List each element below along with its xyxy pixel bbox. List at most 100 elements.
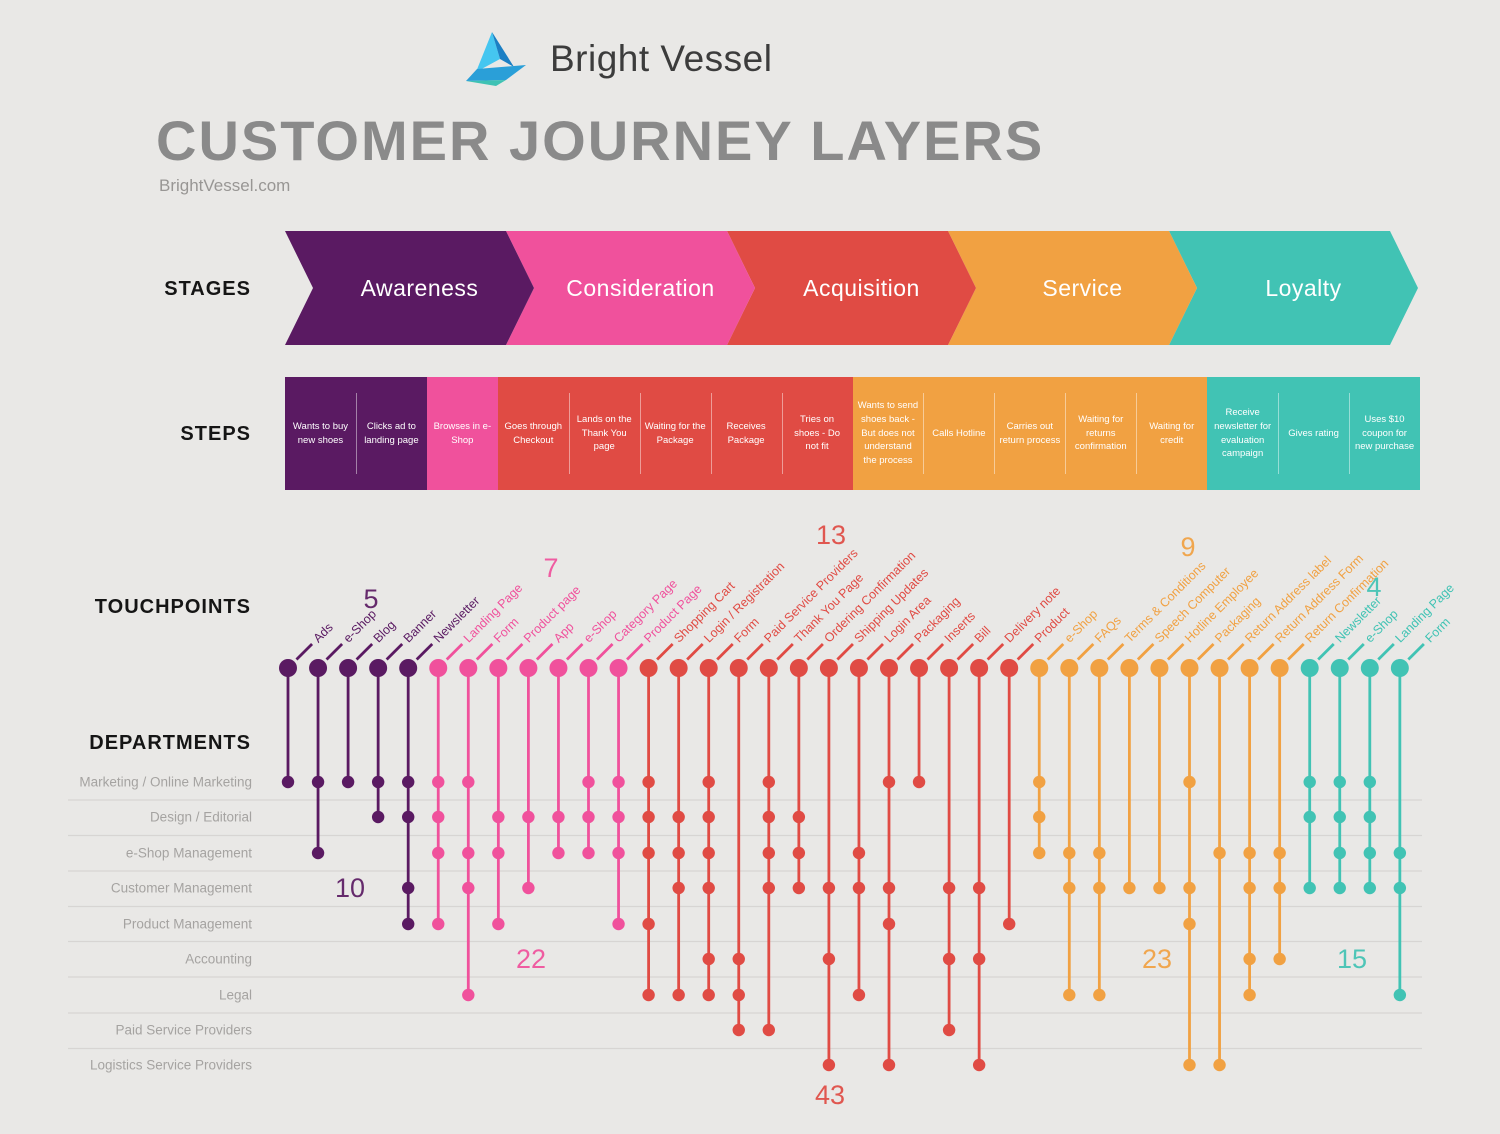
department-dot [432,917,445,931]
department-dot [432,810,445,824]
touchpoint-label: Ads [311,620,336,645]
touchpoint-dot [1090,659,1109,677]
department-dot [1393,881,1407,895]
department-dot [912,775,926,789]
department-dot [942,1023,956,1037]
touchpoint-dot [1210,659,1229,677]
touchpoint-dot [759,659,778,677]
step-label: Goes through Checkout [504,420,563,446]
touchpoint-dot [940,659,959,677]
touchpoint-dot [1000,659,1019,677]
department-dot [1123,881,1136,895]
stage-chevron-awareness: Awareness [285,231,534,345]
step-label: Receive newsletter for evaluation campai… [1214,406,1272,460]
department-dot [1183,881,1196,895]
department-dot [612,917,625,931]
touchpoint-label-stick [866,642,884,661]
touchpoint-label-stick [746,642,764,661]
department-dot [1303,810,1316,824]
touchpoint-dot [369,659,388,677]
step-cell: Carries out return process [994,377,1066,490]
touchpoint-label-stick [1347,642,1365,661]
touchpoint-dot [519,659,538,677]
touchpoint-label-stick [926,642,945,661]
touchpoint-label-stick [1196,642,1215,661]
department-dot [1213,1058,1226,1072]
dot-count-number: 7 [543,553,558,583]
department-dot [1033,846,1046,860]
touchpoint-dot [339,659,358,677]
step-cell: Lands on the Thank You page [568,377,640,490]
boat-logo-icon [466,32,526,86]
department-dot [762,810,775,824]
department-dot [642,775,655,789]
step-label: Waiting for credit [1149,420,1195,446]
department-dot [702,810,715,824]
step-label: Calls Hotline [932,427,986,439]
department-dot [882,917,896,931]
steps-band: Wants to buy new shoes Clicks ad to landi… [285,377,1420,490]
touchpoint-dot [549,659,568,677]
department-dot [702,846,715,860]
touchpoint-dot [880,659,898,677]
touchpoint-dot [639,659,658,677]
touchpoint-label-stick [415,642,434,661]
step-cell: Uses $10 coupon for new purchase [1349,377,1420,490]
department-label: e-Shop Management [126,846,252,861]
department-dot [672,988,685,1002]
step-label: Wants to send shoes back - But does not … [857,400,919,467]
step-cell: Waiting for credit [1136,377,1208,490]
department-dot [1333,810,1346,824]
dot-count-number: 43 [815,1080,845,1110]
department-dot [1393,988,1407,1002]
touchpoint-label-stick [1287,642,1305,661]
department-dot [1183,775,1196,789]
dot-count-number: 5 [363,584,378,614]
department-dot [492,917,505,931]
stages-section-label: STAGES [164,278,251,300]
step-cell: Waiting for the Package [639,377,711,490]
step-cell: Calls Hotline [923,377,995,490]
department-dot [371,810,385,824]
touchpoint-label-stick [956,642,975,661]
stage-label: Loyalty [1265,274,1342,301]
department-dot [702,952,715,966]
stage-chevron-consideration: Consideration [506,231,755,345]
touchpoint-label-stick [505,642,524,661]
department-dot [582,846,595,860]
touchpoint-label-stick [1016,642,1035,661]
department-dot [1243,988,1256,1002]
department-dot [972,952,986,966]
department-dot [1063,988,1076,1002]
touchpoint-label-stick [535,642,554,661]
department-dot [1003,917,1016,931]
touchpoint-dot [970,659,989,677]
department-dot [1363,775,1377,789]
touchpoint-dot [789,659,808,677]
department-dot [942,881,956,895]
stage-chevron-acquisition: Acquisition [727,231,976,345]
touchpoint-dot [399,659,418,677]
department-dot [672,810,685,824]
step-cell: Browses in e-Shop [426,377,498,490]
department-dot [1183,1058,1196,1072]
stage-label: Consideration [566,274,715,301]
department-dot [341,775,355,789]
department-label: Marketing / Online Marketing [79,775,252,790]
touchpoint-dot [459,659,478,677]
touchpoint-label-stick [385,642,404,661]
touchpoint-dot [699,659,718,677]
stage-label: Awareness [360,274,479,301]
touchpoint-dot [1300,659,1319,677]
touchpoint-label-stick [1257,642,1275,661]
department-dot [822,1058,836,1072]
touchpoint-label-stick [1407,642,1425,661]
step-label: Gives rating [1288,427,1339,439]
department-dot [792,846,806,860]
department-dot [1063,881,1076,895]
touchpoint-label-stick [776,642,794,661]
dot-count-number: 4 [1366,572,1381,602]
touchpoint-label-stick [1136,642,1155,661]
touchpoint-label-stick [686,642,704,661]
department-dot [1183,917,1196,931]
